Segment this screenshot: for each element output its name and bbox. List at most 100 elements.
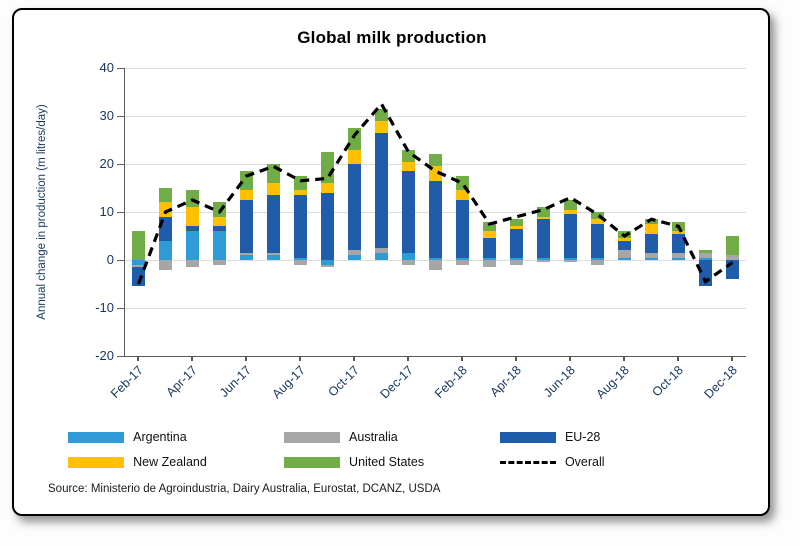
bar-segment-new-zealand: [591, 219, 604, 224]
x-tick-label: Dec-17: [377, 363, 416, 402]
legend-item-argentina: Argentina: [68, 430, 284, 444]
bar-segment-australia: [321, 264, 334, 268]
bar-segment-new-zealand: [672, 231, 685, 234]
y-tick-label: -10: [95, 300, 114, 315]
legend-label: EU-28: [564, 430, 601, 444]
legend-color-swatch: [284, 456, 341, 468]
bar-segment-united-states: [402, 149, 415, 162]
bar-segment-argentina: [348, 255, 361, 260]
bar-segment-australia: [159, 260, 172, 270]
y-axis-title: Annual change in production (m litres/da…: [36, 104, 48, 320]
bar-segment-australia: [645, 252, 658, 258]
y-tick-mark: [117, 67, 124, 69]
y-tick-label: 20: [99, 156, 114, 171]
bar-segment-new-zealand: [240, 190, 253, 200]
bar-segment-argentina: [267, 255, 280, 260]
bar-segment-eu-28: [564, 214, 577, 258]
y-tick-label: 40: [99, 60, 114, 75]
bar-segment-argentina: [537, 257, 550, 260]
bar-segment-australia: [240, 252, 253, 256]
bar-segment-argentina: [321, 260, 334, 265]
bar-segment-argentina: [375, 252, 388, 260]
bar-segment-new-zealand: [537, 216, 550, 220]
bar-segment-new-zealand: [402, 161, 415, 172]
bar-segment-australia: [726, 255, 739, 260]
y-tick-mark: [117, 211, 124, 213]
legend-color-swatch: [68, 456, 125, 468]
legend-item-australia: Australia: [284, 430, 500, 444]
x-tick-mark: [569, 356, 571, 361]
bar-segment-new-zealand: [429, 166, 442, 181]
bar-segment-argentina: [483, 257, 496, 260]
legend-item-eu-28: EU-28: [499, 430, 716, 444]
plot-area: [124, 67, 746, 357]
bar-segment-eu-28: [483, 238, 496, 258]
bar-segment-eu-28: [510, 228, 523, 258]
bar-segment-australia: [402, 260, 415, 265]
y-tick-label: 0: [106, 252, 114, 267]
gridline: [125, 67, 746, 69]
bar-segment-australia: [294, 260, 307, 265]
y-tick-label: 10: [99, 204, 114, 219]
bar-segment-argentina: [240, 255, 253, 260]
bar-segment-argentina: [186, 231, 199, 260]
bar-segment-eu-28: [348, 164, 361, 251]
bar-segment-eu-28: [645, 233, 658, 253]
bar-segment-argentina: [699, 257, 712, 260]
bar-segment-eu-28: [402, 171, 415, 253]
bar-segment-united-states: [537, 207, 550, 217]
bar-segment-australia: [132, 264, 145, 268]
legend-item-united-states: United States: [284, 455, 500, 469]
bar-segment-australia: [429, 260, 442, 270]
bar-segment-australia: [267, 252, 280, 256]
legend-item-new-zealand: New Zealand: [68, 455, 284, 469]
bar-segment-eu-28: [186, 226, 199, 232]
y-tick-mark: [117, 307, 124, 309]
gridline: [125, 307, 746, 309]
chart-title: Global milk production: [297, 28, 487, 47]
bar-segment-eu-28: [240, 200, 253, 253]
x-tick-mark: [191, 356, 193, 361]
legend-label: Argentina: [133, 430, 187, 444]
bar-segment-united-states: [591, 212, 604, 220]
bar-segment-argentina: [618, 257, 631, 260]
overall-line: [137, 101, 734, 285]
bar-segment-united-states: [429, 154, 442, 167]
chart-card: Global milk production Annual change in …: [12, 8, 770, 516]
bar-segment-united-states: [645, 219, 658, 224]
y-tick-label: 30: [99, 108, 114, 123]
legend-item-overall: Overall: [499, 455, 716, 469]
bar-segment-new-zealand: [645, 224, 658, 234]
bar-segment-eu-28: [672, 233, 685, 253]
source-text: Source: Ministerio de Agroindustria, Dai…: [48, 483, 441, 495]
y-tick-mark: [117, 259, 124, 261]
bar-segment-eu-28: [375, 132, 388, 248]
legend-label: Australia: [349, 430, 398, 444]
bar-segment-united-states: [726, 236, 739, 256]
x-tick-mark: [731, 356, 733, 361]
bar-segment-eu-28: [429, 180, 442, 258]
bar-segment-united-states: [699, 250, 712, 253]
y-tick-mark: [117, 355, 124, 357]
bar-segment-new-zealand: [456, 190, 469, 200]
bar-segment-argentina: [672, 257, 685, 260]
x-tick-label: Aug-17: [268, 363, 308, 402]
bar-segment-united-states: [510, 219, 523, 227]
bar-segment-argentina: [456, 257, 469, 260]
x-tick-mark: [461, 356, 463, 361]
bar-segment-australia: [618, 250, 631, 258]
bar-segment-argentina: [132, 260, 145, 265]
x-tick-label: Feb-17: [107, 363, 146, 401]
bar-segment-eu-28: [456, 200, 469, 258]
bar-segment-argentina: [402, 252, 415, 260]
bar-segment-australia: [213, 260, 226, 265]
legend-label: Overall: [564, 455, 605, 469]
bar-segment-australia: [591, 260, 604, 265]
x-tick-mark: [245, 356, 247, 361]
bar-segment-eu-28: [294, 195, 307, 258]
bar-segment-united-states: [159, 188, 172, 203]
bar-segment-new-zealand: [321, 183, 334, 193]
y-tick-mark: [117, 163, 124, 165]
bar-segment-united-states: [132, 231, 145, 260]
x-tick-label: Jun-18: [540, 363, 578, 400]
